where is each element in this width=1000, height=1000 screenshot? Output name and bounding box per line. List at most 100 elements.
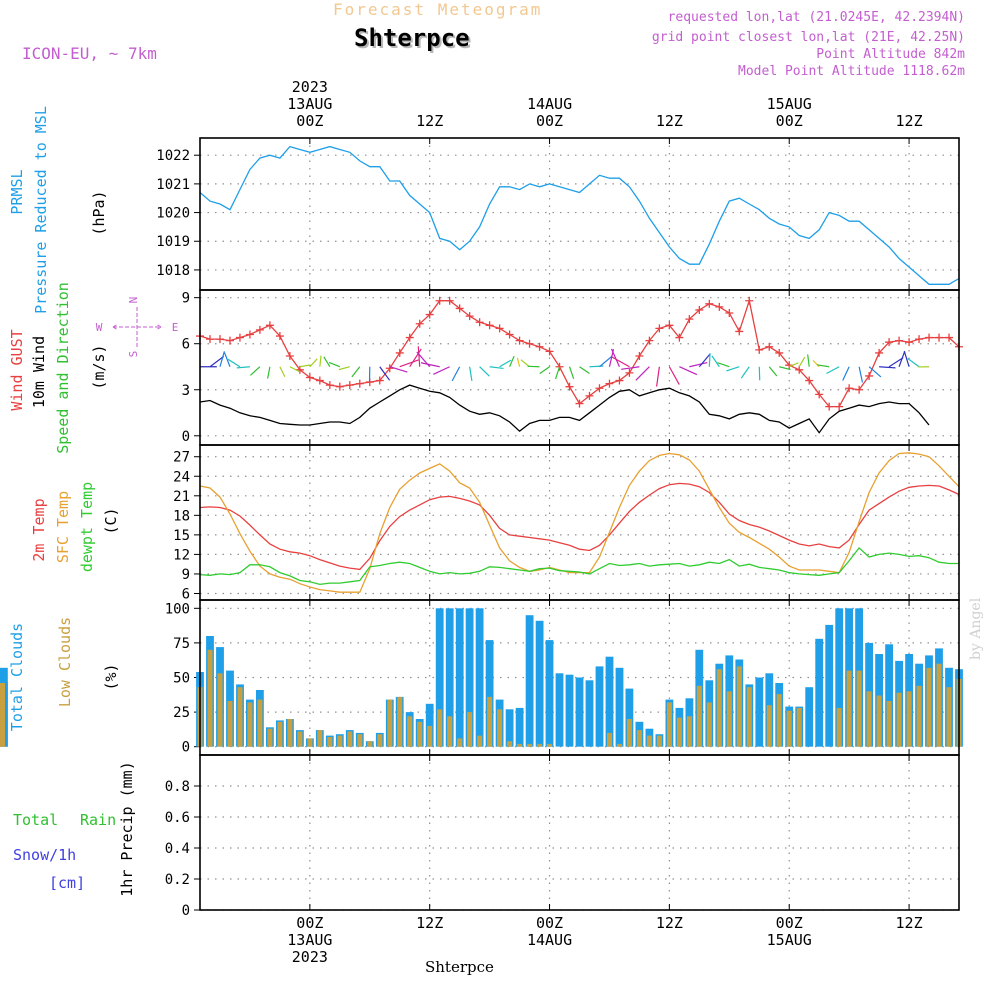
requested-coords: requested lon,lat (21.0245E, 42.2394N) [667,10,965,25]
y-tick-label: 1020 [156,206,190,222]
y-tick-label: 12 [173,547,190,563]
compass-west: W [96,321,103,334]
wind-direction-arrow [579,366,590,374]
wind-direction-arrow [555,366,561,380]
gust-point [875,348,884,357]
gust-point [855,385,864,394]
wind-direction-arrow [858,366,864,383]
total-cloud-bar [835,608,844,747]
low-cloud-bar [617,743,622,747]
low-cloud-bar [427,725,433,747]
bottom-time-label: 12Z [656,914,683,932]
gust-point [645,336,654,345]
wind-direction-arrow [768,366,778,377]
gust-point [205,335,214,344]
wind-direction-arrow [726,366,740,372]
low-cloud-bar [936,663,942,747]
total-cloud-bar [485,640,494,747]
total-cloud-bar [595,666,604,747]
gust-point [625,368,634,377]
ylabel-prmsl: PRMSL [8,169,26,214]
wind-direction-arrow [338,366,350,371]
gust-point [825,402,834,411]
gust-point [735,327,744,336]
wind-direction-arrow [299,364,311,368]
low-cloud-bar [317,730,323,747]
low-cloud-bar [307,738,313,747]
wind-direction-arrow [236,366,250,369]
gust-point [945,333,954,342]
point-altitude: Point Altitude 842m [816,47,965,62]
ylabel-unit: (C) [102,507,120,534]
gust-point [905,338,914,347]
low-cloud-bar [407,716,413,747]
legend-rain: Rain [80,811,116,829]
meteogram-title: Forecast Meteogram [333,0,543,19]
total-cloud-bar [805,687,814,747]
top-time-label: 15AUG [767,95,812,113]
low-cloud-bar [676,717,682,747]
total-cloud-bar [555,673,564,747]
total-cloud-bar [815,638,824,747]
wind-direction-arrow [879,366,896,369]
low-cloud-bar [417,721,423,747]
y-tick-label: 9 [182,291,190,307]
ylabel-unit: (hPa) [90,190,108,235]
gust-point [845,384,854,393]
low-cloud-bar [836,707,842,747]
gust-point [275,332,284,341]
low-cloud-bar [447,716,453,747]
gust-point [525,339,534,348]
y-tick-label: 18 [173,508,190,524]
low-cloud-bar [267,728,273,747]
top-time-label: 12Z [416,112,443,130]
low-cloud-bar [497,709,503,747]
gust-point [535,342,544,351]
wind-direction-arrow [907,358,920,368]
total-cloud-bar [615,667,624,747]
low-cloud-bar [487,696,493,747]
bottom-time-label: 00Z [296,914,323,932]
location-title: Shterpce [354,24,470,52]
y-tick-label: 50 [173,671,190,687]
low-cloud-bar [696,685,702,747]
ylabel-wind: 10m Wind [30,336,48,408]
low-cloud-bar [666,702,672,747]
y-tick-label: 15 [173,528,190,544]
gust-point [695,305,704,314]
wind-direction-arrow [279,366,286,378]
series-line-pressure [199,145,960,285]
bottom-time-label: 13AUG [287,931,332,949]
series-line-wind-gust [199,298,960,408]
wind-direction-arrow [219,351,225,367]
total-cloud-bar [475,608,484,747]
total-cloud-bar [445,608,454,747]
total-cloud-bar [565,674,574,747]
total-cloud-bar [605,656,614,747]
low-cloud-bar [656,735,662,747]
low-cloud-bar [886,701,892,747]
wind-direction-arrow [788,362,799,368]
wind-direction-arrow [469,366,473,382]
compass-east: E [172,321,179,334]
low-cloud-bar [547,743,552,747]
low-cloud-bar [896,692,902,747]
ylabel-sfc-temp: SFC Temp [54,491,72,563]
top-time-label: 00Z [296,112,323,130]
ylabel-dewpt: dewpt Temp [78,482,96,572]
low-cloud-bar [946,687,952,747]
low-cloud-bar [537,743,543,747]
legend-total: Total [13,811,58,829]
wind-direction-arrow [779,366,791,371]
total-cloud-bar [455,608,464,747]
low-cloud-bar [337,735,343,747]
series-line-dewpt-temp [199,546,959,586]
wind-direction-arrow [816,364,830,368]
wind-direction-arrow [599,355,613,368]
gust-point [335,382,344,391]
ylabel-unit: (m/s) [90,344,108,389]
wind-direction-arrow [698,353,711,368]
compass-arrows [112,307,162,347]
ylabel-total-clouds: Total Clouds [8,623,26,731]
